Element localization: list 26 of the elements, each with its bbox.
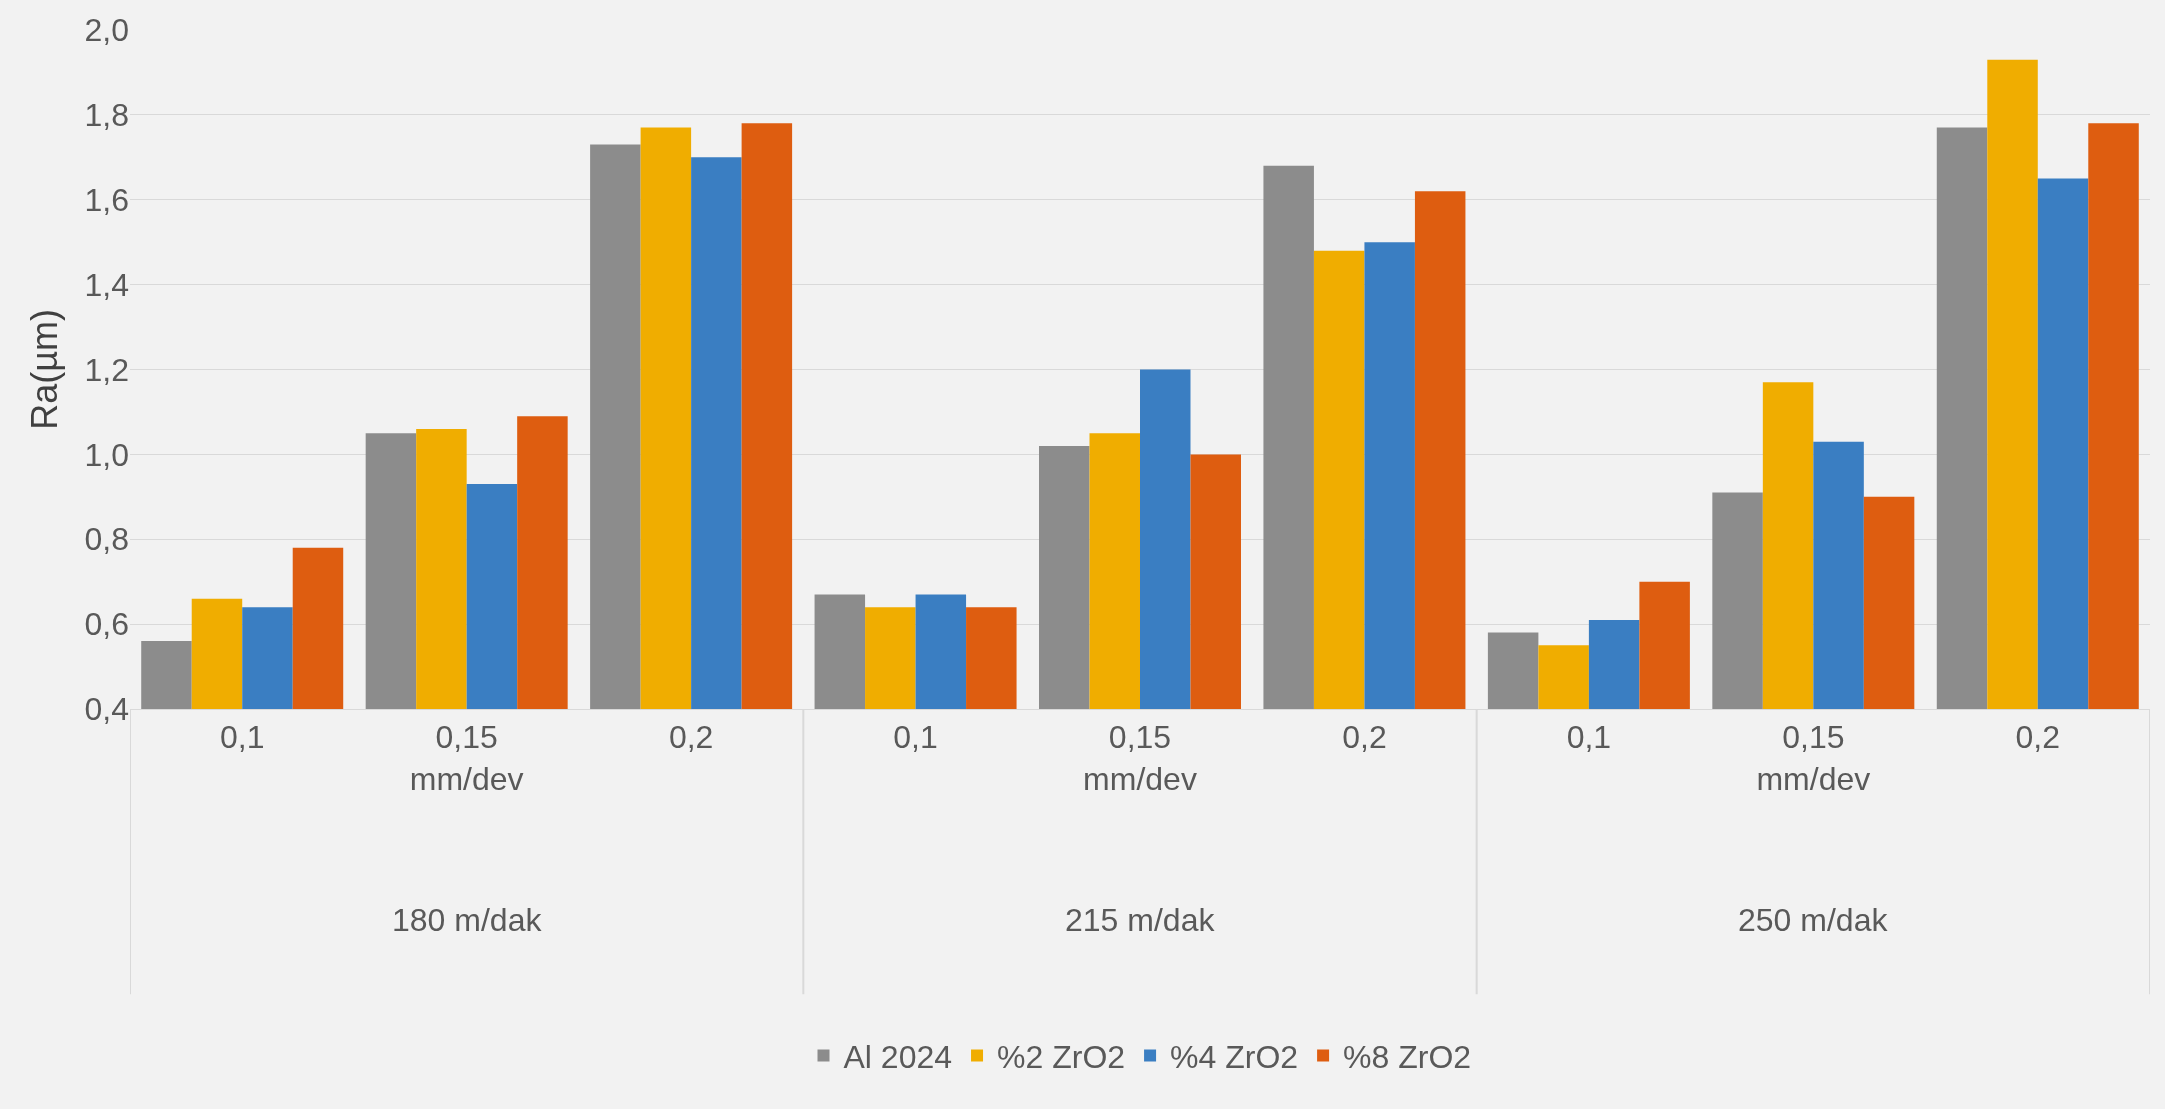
y-tick-label: 1,0	[84, 436, 129, 473]
legend-label: %8 ZrO2	[1343, 1038, 1472, 1075]
x-tick-label: 0,1	[1566, 719, 1612, 756]
legend-label: %2 ZrO2	[997, 1038, 1126, 1075]
y-tick-label: 0,4	[84, 691, 129, 728]
x-tick-label: 0,15 mm/dev	[409, 719, 524, 797]
text: 250 m/dak	[1738, 902, 1889, 938]
x-tick-label: 0,2	[668, 719, 714, 756]
x-tick-label: 0,15 mm/dev	[1756, 719, 1871, 797]
y-axis-title: Ra(µm)	[24, 309, 66, 430]
x-tick-label: 0,2	[1342, 719, 1387, 756]
x-tick-label: 0,1	[893, 719, 938, 756]
text: 215 m/dak	[1065, 902, 1216, 938]
y-tick-label: 1,2	[84, 351, 129, 388]
x-tick-label: 0,2	[2015, 719, 2061, 756]
x-tick-label: 0,15 mm/dev	[1083, 719, 1197, 797]
text: 180 m/dak	[392, 902, 543, 938]
y-tick-label: 0,6	[84, 606, 129, 643]
legend-label: Al 2024	[843, 1038, 953, 1075]
y-tick-label: 0,8	[84, 521, 129, 558]
legend-label: %4 ZrO2	[1170, 1038, 1299, 1075]
y-tick-label: 2,0	[84, 12, 129, 49]
y-tick-label: 1,4	[84, 266, 129, 303]
x-tick-label: 0,1	[219, 719, 265, 756]
y-tick-label: 1,8	[84, 97, 129, 134]
y-tick-label: 1,6	[84, 181, 129, 218]
